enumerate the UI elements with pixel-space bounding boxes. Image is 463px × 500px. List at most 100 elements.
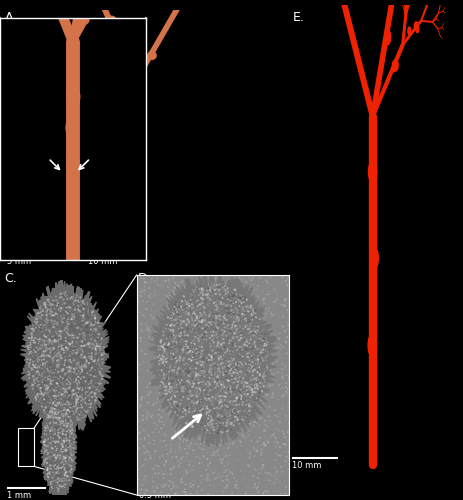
Point xyxy=(257,448,264,456)
Point xyxy=(175,358,182,366)
Point xyxy=(85,389,93,397)
Point xyxy=(242,418,250,426)
Point xyxy=(226,406,234,414)
Point xyxy=(258,461,266,469)
Point xyxy=(160,374,168,382)
Point xyxy=(172,388,179,396)
Point xyxy=(229,368,237,376)
Point xyxy=(49,328,56,336)
Point xyxy=(199,342,206,349)
Point xyxy=(217,408,224,416)
Point xyxy=(207,342,215,350)
Point xyxy=(155,354,163,362)
Point xyxy=(135,296,143,304)
Point xyxy=(171,303,179,311)
Point xyxy=(259,318,266,326)
Point xyxy=(256,402,263,410)
Point xyxy=(213,453,220,461)
Point xyxy=(251,394,259,402)
Point xyxy=(181,332,188,340)
Point xyxy=(206,354,213,362)
Point xyxy=(196,312,204,320)
Point xyxy=(53,302,61,310)
Point xyxy=(247,346,254,354)
Point xyxy=(166,373,173,381)
Point xyxy=(163,458,170,466)
Point xyxy=(166,334,173,342)
Point xyxy=(75,406,82,414)
Point xyxy=(150,440,157,448)
Point xyxy=(41,341,49,349)
Point xyxy=(255,334,263,342)
Point xyxy=(160,372,168,380)
Point xyxy=(190,480,197,488)
Point xyxy=(253,311,260,319)
Point xyxy=(171,392,179,400)
Point xyxy=(241,371,249,379)
Point xyxy=(227,382,234,390)
Point xyxy=(38,352,45,360)
Point xyxy=(44,316,52,324)
Point xyxy=(70,438,78,446)
Point xyxy=(218,340,225,348)
Point xyxy=(56,481,64,489)
Point xyxy=(190,308,198,316)
Point xyxy=(242,359,249,367)
Point xyxy=(31,318,38,326)
Point xyxy=(260,351,267,359)
Point xyxy=(218,459,225,467)
Point xyxy=(208,323,215,331)
Point xyxy=(178,396,186,404)
Point xyxy=(245,330,253,338)
Point xyxy=(71,298,78,306)
Point xyxy=(44,384,51,392)
Point xyxy=(184,344,192,352)
Point xyxy=(285,419,293,427)
Point xyxy=(184,366,191,374)
Point xyxy=(67,426,75,434)
Point xyxy=(225,309,233,317)
Point xyxy=(193,384,200,392)
Point xyxy=(42,346,50,354)
Point xyxy=(33,352,41,360)
Point xyxy=(252,398,259,406)
Point xyxy=(206,280,213,288)
Point xyxy=(53,405,61,413)
Point xyxy=(187,344,194,352)
Point xyxy=(219,464,226,472)
Point xyxy=(66,416,74,424)
Point xyxy=(80,346,87,354)
Point xyxy=(199,396,206,404)
Point xyxy=(174,422,181,430)
Point xyxy=(66,419,74,427)
Point xyxy=(33,398,41,406)
Point xyxy=(48,412,56,420)
Point xyxy=(67,334,74,342)
Point xyxy=(251,404,258,411)
Point xyxy=(280,466,288,474)
Point xyxy=(149,483,156,491)
Point xyxy=(196,274,203,282)
Point xyxy=(63,404,70,411)
Point xyxy=(225,402,232,410)
Point xyxy=(204,291,212,299)
Point xyxy=(98,340,105,347)
Point xyxy=(49,332,56,340)
Point xyxy=(56,356,64,364)
Point xyxy=(206,394,213,402)
Point xyxy=(78,345,86,353)
Point xyxy=(88,342,95,349)
Point xyxy=(45,456,52,464)
Point xyxy=(78,386,85,394)
Point xyxy=(54,326,62,334)
Point xyxy=(228,398,235,406)
Point xyxy=(172,304,179,312)
Point xyxy=(203,374,210,382)
Point xyxy=(254,448,261,456)
Point xyxy=(94,381,101,389)
Point xyxy=(197,303,205,311)
Point xyxy=(200,286,208,294)
Point xyxy=(64,420,72,428)
Point xyxy=(180,372,188,380)
Point xyxy=(255,469,263,477)
